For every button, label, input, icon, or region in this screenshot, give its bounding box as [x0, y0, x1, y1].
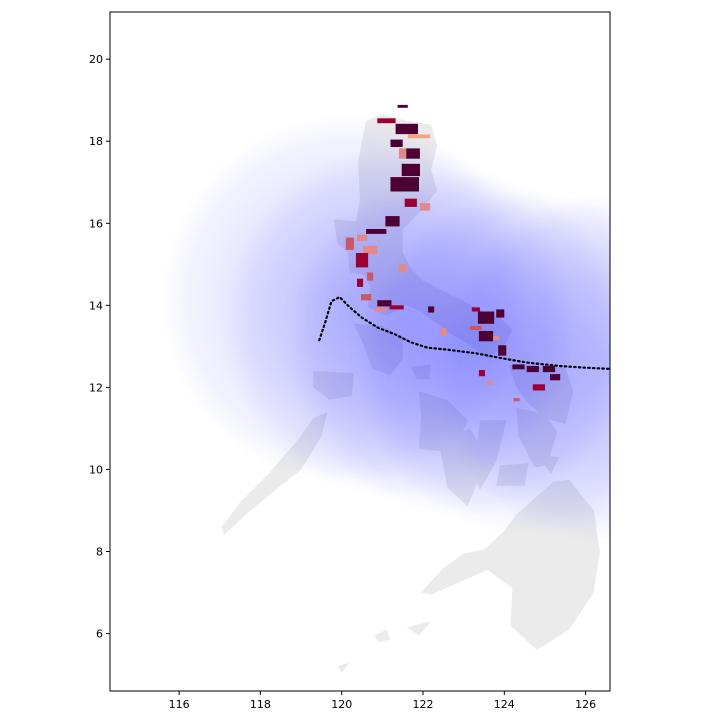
- affected-region: [532, 384, 545, 391]
- affected-region: [366, 229, 387, 234]
- affected-region: [405, 148, 420, 159]
- affected-region: [367, 272, 374, 281]
- affected-region: [496, 309, 505, 318]
- affected-region: [377, 300, 392, 307]
- y-tick-label: 8: [96, 546, 103, 559]
- x-tick-label: 118: [250, 698, 271, 711]
- y-tick-label: 16: [89, 217, 103, 230]
- affected-region: [401, 163, 420, 177]
- affected-regions-layer: [345, 104, 561, 402]
- land-polygon: [374, 629, 391, 642]
- affected-region: [469, 325, 482, 330]
- x-tick-label: 122: [413, 698, 434, 711]
- y-tick-label: 12: [89, 381, 103, 394]
- affected-region: [397, 104, 408, 108]
- affected-region: [361, 294, 372, 301]
- affected-region: [345, 237, 354, 250]
- y-tick-label: 6: [96, 628, 103, 641]
- affected-region: [363, 245, 378, 255]
- affected-region: [407, 134, 431, 139]
- affected-region: [550, 374, 561, 381]
- affected-region: [385, 216, 400, 227]
- x-tick-label: 124: [494, 698, 515, 711]
- y-tick-label: 20: [89, 53, 103, 66]
- affected-region: [477, 311, 495, 324]
- affected-region: [478, 370, 485, 377]
- affected-region: [440, 327, 447, 337]
- affected-region: [498, 345, 507, 356]
- affected-region: [512, 364, 525, 370]
- y-tick-label: 10: [89, 463, 103, 476]
- affected-region: [420, 203, 431, 211]
- affected-region: [390, 139, 403, 147]
- axes-frame: [109, 11, 611, 692]
- affected-region: [478, 331, 494, 342]
- affected-region: [487, 381, 494, 386]
- affected-region: [513, 398, 520, 402]
- x-tick-label: 116: [169, 698, 190, 711]
- affected-region: [395, 123, 418, 135]
- storm-track-line: [318, 295, 610, 370]
- affected-region: [390, 177, 419, 192]
- affected-region: [398, 264, 407, 273]
- affected-region: [428, 306, 435, 313]
- x-tick-label: 120: [331, 698, 352, 711]
- affected-region: [357, 278, 364, 287]
- wind-field-layer: [160, 114, 610, 546]
- affected-region: [399, 148, 407, 159]
- land-polygon: [337, 662, 350, 673]
- x-tick-label: 126: [575, 698, 596, 711]
- affected-region: [526, 365, 539, 373]
- affected-region: [542, 365, 556, 373]
- land-polygon: [406, 621, 432, 636]
- affected-region: [355, 253, 369, 268]
- y-tick-label: 18: [89, 135, 103, 148]
- affected-region: [471, 307, 480, 312]
- affected-region: [389, 305, 404, 310]
- affected-region: [377, 118, 396, 124]
- affected-region: [493, 336, 500, 341]
- affected-region: [357, 234, 368, 241]
- y-tick-label: 14: [89, 299, 103, 312]
- track-layer: [318, 295, 610, 370]
- affected-region: [374, 307, 387, 312]
- affected-region: [404, 198, 417, 207]
